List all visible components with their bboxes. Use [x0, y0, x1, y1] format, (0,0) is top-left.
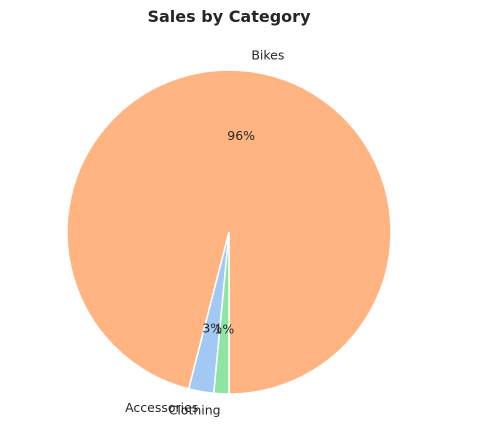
- chart-title: Sales by Category: [147, 7, 311, 26]
- label-clothing: Clothing: [169, 403, 221, 418]
- label-bikes: Bikes: [251, 48, 284, 63]
- pct-clothing: 1%: [214, 322, 234, 337]
- pct-bikes: 96%: [227, 128, 255, 143]
- pie-slices: [67, 70, 391, 394]
